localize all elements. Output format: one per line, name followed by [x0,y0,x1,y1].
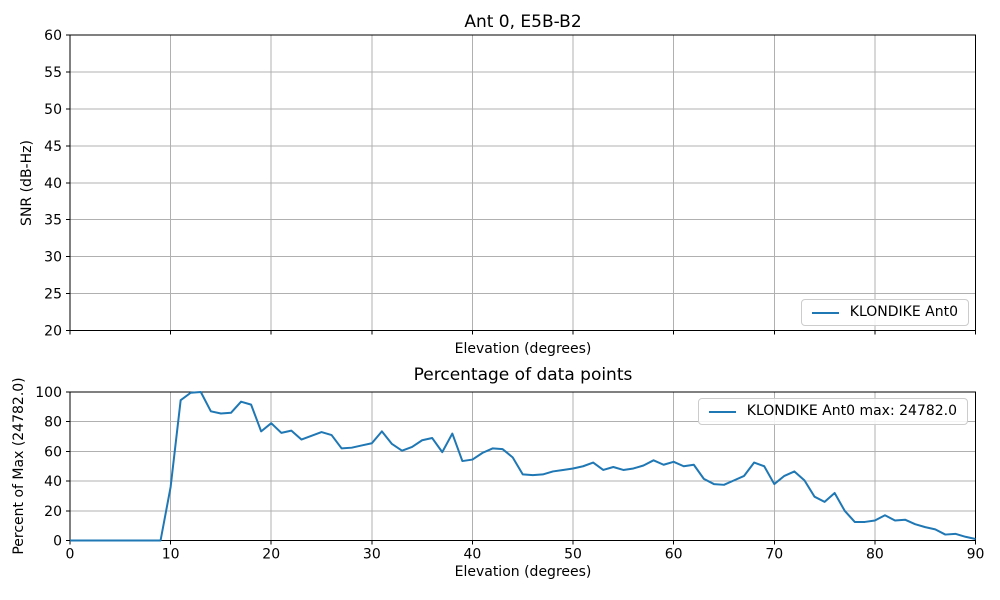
svg-text:55: 55 [44,65,62,81]
percentage-plot-ylabel: Percent of Max (24782.0) [11,377,27,555]
svg-text:40: 40 [44,474,62,490]
legend-label: KLONDIKE Ant0 [849,304,958,320]
svg-text:70: 70 [765,547,783,563]
svg-text:60: 60 [44,28,62,44]
svg-text:25: 25 [44,287,62,303]
svg-text:60: 60 [44,444,62,460]
svg-text:40: 40 [44,176,62,192]
svg-text:10: 10 [162,547,180,563]
svg-text:0: 0 [66,547,75,563]
svg-text:80: 80 [866,547,884,563]
legend-label: KLONDIKE Ant0 max: 24782.0 [746,403,957,419]
percentage-plot-title: Percentage of data points [413,365,633,385]
svg-text:50: 50 [564,547,582,563]
snr-plot-xlabel: Elevation (degrees) [454,341,592,357]
svg-text:0: 0 [53,534,62,550]
svg-text:60: 60 [665,547,683,563]
snr-plot-ylabel: SNR (dB-Hz) [19,140,35,226]
svg-text:90: 90 [967,547,985,563]
svg-text:20: 20 [44,324,62,340]
percentage-plot-legend: KLONDIKE Ant0 max: 24782.0 [697,398,968,425]
percentage-plot-xlabel: Elevation (degrees) [454,564,592,580]
snr-plot-legend: KLONDIKE Ant0 [800,299,969,326]
svg-text:50: 50 [44,102,62,118]
svg-text:80: 80 [44,415,62,431]
snr-plot-title: Ant 0, E5B-B2 [464,12,582,32]
svg-text:45: 45 [44,139,62,155]
svg-text:35: 35 [44,213,62,229]
svg-text:100: 100 [35,385,62,401]
svg-text:30: 30 [44,250,62,266]
svg-text:20: 20 [262,547,280,563]
legend-line-sample [811,311,839,314]
legend-line-sample [708,410,736,413]
svg-text:20: 20 [44,504,62,520]
svg-text:30: 30 [363,547,381,563]
svg-text:40: 40 [464,547,482,563]
